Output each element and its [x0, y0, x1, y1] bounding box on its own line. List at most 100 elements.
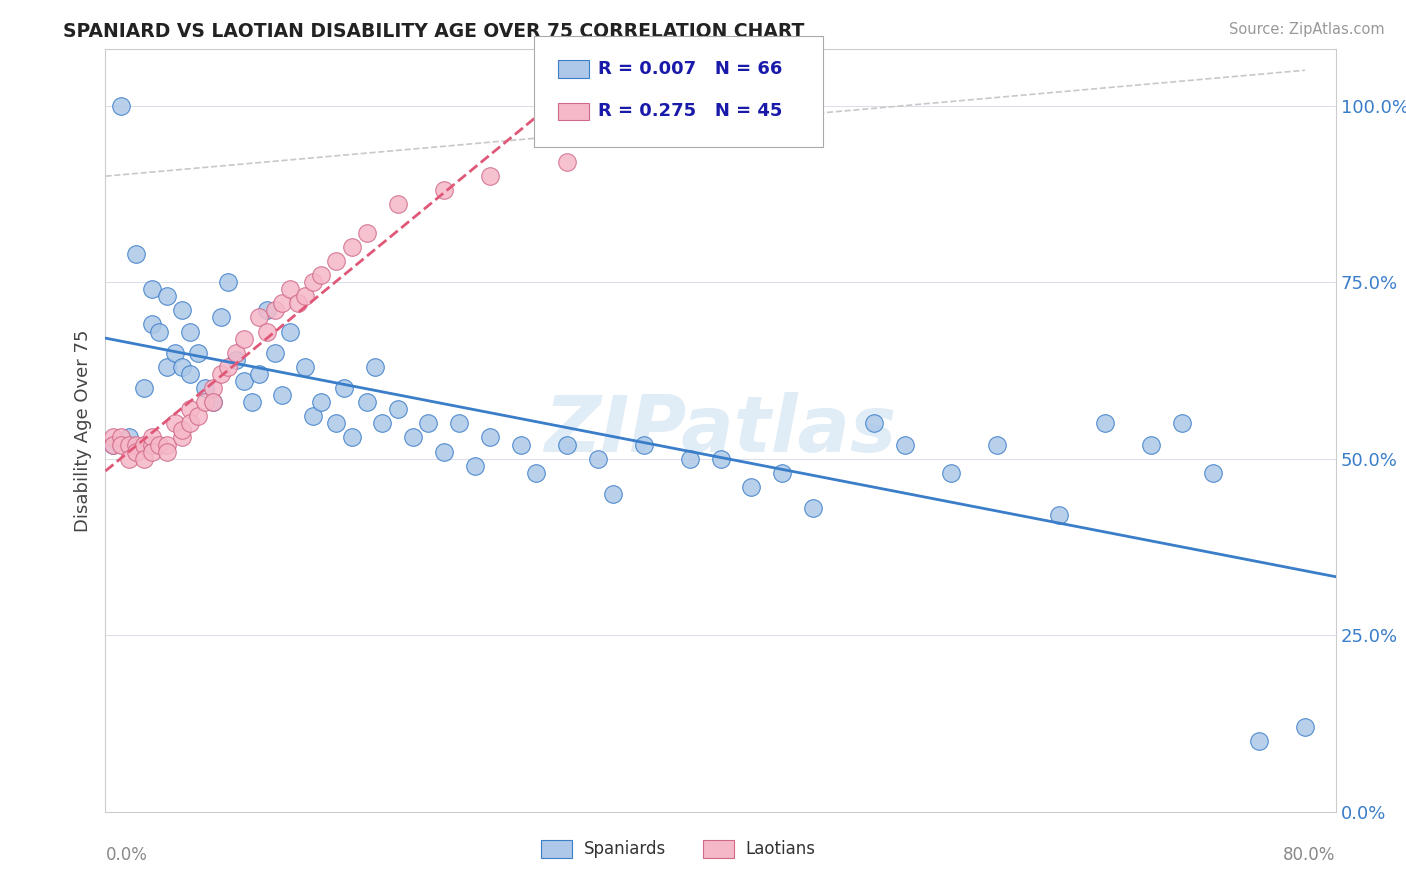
Point — [309, 395, 332, 409]
Point — [256, 325, 278, 339]
Text: 0.0%: 0.0% — [105, 846, 148, 864]
Point — [132, 451, 155, 466]
Point — [110, 437, 132, 451]
Point — [309, 268, 332, 282]
Point — [125, 437, 148, 451]
Point — [247, 367, 270, 381]
Point — [218, 359, 240, 374]
Point — [101, 437, 124, 451]
Point — [187, 345, 209, 359]
Point — [117, 451, 139, 466]
Point — [101, 430, 124, 444]
Point — [247, 310, 270, 325]
Point — [148, 437, 170, 451]
Point — [1140, 437, 1163, 451]
Point — [163, 345, 186, 359]
Point — [132, 381, 155, 395]
Point — [263, 303, 285, 318]
Point — [156, 444, 179, 458]
Point — [172, 359, 194, 374]
Point — [194, 381, 217, 395]
Point — [110, 430, 132, 444]
Point — [141, 444, 163, 458]
Point — [256, 303, 278, 318]
Point — [278, 282, 301, 296]
Point — [555, 155, 578, 169]
Point — [333, 381, 356, 395]
Point — [225, 345, 247, 359]
Text: ZIPatlas: ZIPatlas — [544, 392, 897, 468]
Point — [418, 417, 440, 431]
Point — [402, 430, 425, 444]
Point — [218, 275, 240, 289]
Point — [156, 437, 179, 451]
Point — [117, 430, 139, 444]
Point — [172, 303, 194, 318]
Point — [1171, 417, 1194, 431]
Point — [141, 282, 163, 296]
Point — [132, 437, 155, 451]
Point — [356, 226, 378, 240]
Point — [740, 480, 762, 494]
Point — [509, 437, 531, 451]
Point — [209, 310, 232, 325]
Text: R = 0.007   N = 66: R = 0.007 N = 66 — [598, 60, 782, 78]
Point — [433, 444, 456, 458]
Point — [148, 325, 170, 339]
Point — [101, 437, 124, 451]
Point — [156, 289, 179, 303]
Text: Laotians: Laotians — [745, 840, 815, 858]
Point — [387, 402, 409, 417]
Point — [240, 395, 263, 409]
Point — [179, 417, 201, 431]
Point — [179, 367, 201, 381]
Point — [294, 359, 316, 374]
Point — [232, 374, 254, 388]
Point — [478, 430, 501, 444]
Point — [110, 98, 132, 112]
Point — [278, 325, 301, 339]
Point — [340, 240, 363, 254]
Point — [449, 417, 471, 431]
Point — [363, 359, 385, 374]
Point — [187, 409, 209, 424]
Point — [302, 409, 325, 424]
Point — [117, 437, 139, 451]
Point — [555, 437, 578, 451]
Text: 80.0%: 80.0% — [1284, 846, 1336, 864]
Point — [141, 437, 163, 451]
Point — [679, 451, 702, 466]
Point — [194, 395, 217, 409]
Point — [602, 487, 624, 501]
Point — [179, 402, 201, 417]
Point — [371, 417, 394, 431]
Point — [433, 183, 456, 197]
Point — [263, 345, 285, 359]
Point — [125, 247, 148, 261]
Point — [356, 395, 378, 409]
Point — [179, 325, 201, 339]
Point — [986, 437, 1008, 451]
Point — [633, 437, 655, 451]
Point — [325, 417, 347, 431]
Point — [801, 501, 824, 516]
Point — [271, 388, 294, 402]
Text: Spaniards: Spaniards — [583, 840, 665, 858]
Point — [232, 332, 254, 346]
Y-axis label: Disability Age Over 75: Disability Age Over 75 — [73, 329, 91, 532]
Point — [464, 458, 486, 473]
Point — [163, 417, 186, 431]
Point — [202, 381, 225, 395]
Point — [141, 430, 163, 444]
Point — [941, 466, 963, 480]
Point — [141, 318, 163, 332]
Point — [287, 296, 309, 310]
Point — [894, 437, 917, 451]
Point — [524, 466, 547, 480]
Point — [340, 430, 363, 444]
Point — [586, 451, 609, 466]
Point — [710, 451, 733, 466]
Point — [1094, 417, 1116, 431]
Point — [271, 296, 294, 310]
Text: SPANIARD VS LAOTIAN DISABILITY AGE OVER 75 CORRELATION CHART: SPANIARD VS LAOTIAN DISABILITY AGE OVER … — [63, 22, 804, 41]
